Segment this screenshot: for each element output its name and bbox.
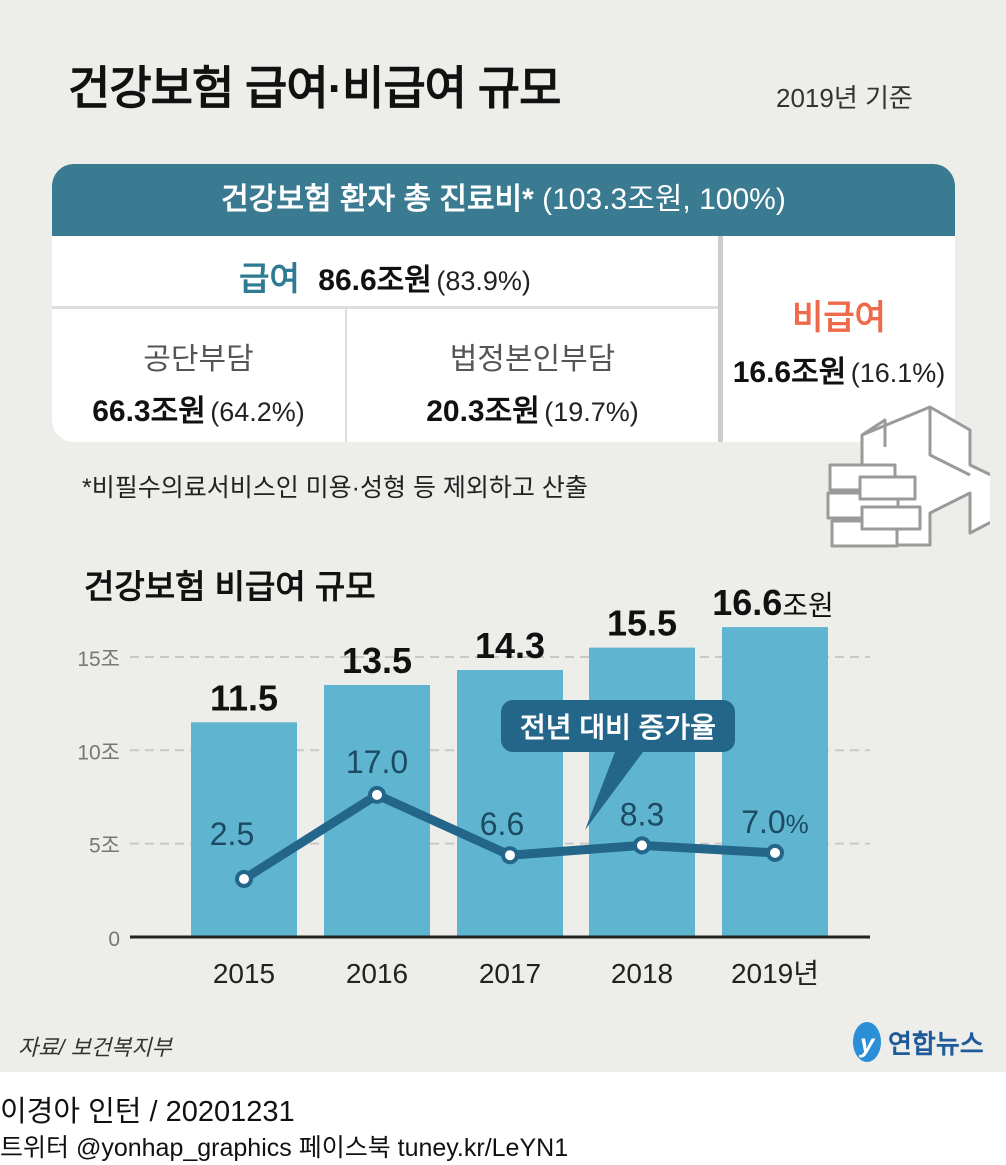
growth-rate-label: 8.3 xyxy=(620,796,664,832)
bar-line-chart: 0 5조 10조 15조 11.5 2015 13.5 2016 14.3 2017 15.5 201… xyxy=(77,582,870,989)
growth-rate-point xyxy=(633,836,651,855)
bar xyxy=(722,627,828,937)
growth-rate-label: 7.0% xyxy=(741,804,809,840)
header-amount: (103.3조원, xyxy=(542,183,691,216)
page-title: 건강보험 급여·비급여 규모 xyxy=(68,62,561,114)
x-tick-label: 2018 xyxy=(611,958,673,989)
medical-cross-icon xyxy=(826,405,990,548)
cost-table: 건강보험 환자 총 진료비* (103.3조원, 100%) 급여 86.6조원… xyxy=(52,164,955,442)
corp-pct: (64.2%) xyxy=(210,397,305,427)
growth-rate-point xyxy=(501,846,519,865)
header-main: 건강보험 환자 총 진료비* xyxy=(221,183,534,216)
y-tick-label: 0 xyxy=(108,928,120,951)
noncovered-label: 비급여 xyxy=(792,299,886,337)
bar-value-label: 11.5 xyxy=(210,677,278,718)
x-tick-label: 2016 xyxy=(346,958,408,989)
covered-row: 급여 86.6조원 (83.9%) xyxy=(52,252,718,300)
self-amount: 20.3조원 xyxy=(426,395,540,428)
covered-amount: 86.6조원 xyxy=(318,264,432,297)
self-pct: (19.7%) xyxy=(544,397,639,427)
author-credit: 이경아 인턴 / 20201231 xyxy=(0,1096,295,1128)
growth-rate-point xyxy=(368,785,386,804)
bar-value-label: 14.3 xyxy=(475,625,545,666)
bar-value-label: 16.6조원 xyxy=(712,582,834,623)
table-header: 건강보험 환자 총 진료비* (103.3조원, 100%) xyxy=(52,164,955,236)
corp-label: 공단부담 xyxy=(143,343,254,376)
callout-bubble xyxy=(501,700,735,830)
covered-pct: (83.9%) xyxy=(436,266,531,296)
x-tick-label: 2019년 xyxy=(731,958,819,989)
svg-text:y: y xyxy=(858,1028,876,1058)
noncovered-amount: 16.6조원 xyxy=(732,356,847,389)
self-cell: 법정본인부담 20.3조원 (19.7%) xyxy=(347,334,718,430)
noncovered-pct: (16.1%) xyxy=(850,358,946,388)
y-tick-label: 10조 xyxy=(77,741,120,764)
basis-date: 2019년 기준 xyxy=(776,83,913,113)
source: 자료/ 보건복지부 xyxy=(18,1035,172,1060)
bar-value-label: 13.5 xyxy=(342,640,412,681)
covered-label: 급여 xyxy=(239,260,300,297)
divider xyxy=(52,306,720,309)
chart-title: 건강보험 비급여 규모 xyxy=(84,568,376,605)
growth-rate-label: 17.0 xyxy=(346,744,408,780)
growth-rate-point xyxy=(766,843,784,862)
x-tick-label: 2017 xyxy=(479,958,541,989)
noncovered-cell: 비급여 16.6조원 (16.1%) xyxy=(723,290,955,391)
divider xyxy=(718,236,723,442)
self-label: 법정본인부담 xyxy=(449,343,616,376)
bar xyxy=(191,722,297,937)
yonhap-logo-text: 연합뉴스 xyxy=(888,1028,984,1059)
footnote: *비필수의료서비스인 미용·성형 등 제외하고 산출 xyxy=(82,474,588,502)
growth-rate-label: 2.5 xyxy=(210,816,254,852)
bar-value-label: 15.5 xyxy=(607,603,677,644)
growth-rate-point xyxy=(235,870,253,888)
corp-amount: 66.3조원 xyxy=(92,395,206,428)
social-links: 트위터 @yonhap_graphics 페이스북 tuney.kr/LeYN1 xyxy=(0,1134,569,1162)
y-tick-label: 5조 xyxy=(89,835,120,858)
y-tick-label: 15조 xyxy=(77,648,120,671)
corp-cell: 공단부담 66.3조원 (64.2%) xyxy=(52,334,345,430)
x-tick-label: 2015 xyxy=(213,958,275,989)
yonhap-logo: y 연합뉴스 xyxy=(850,1020,984,1064)
growth-rate-label: 6.6 xyxy=(480,806,524,842)
header-pct: 100%) xyxy=(699,183,786,216)
yonhap-logo-icon: y xyxy=(853,1022,881,1062)
divider xyxy=(345,309,347,442)
legend-growth-rate: 전년 대비 증가율 xyxy=(520,712,716,743)
